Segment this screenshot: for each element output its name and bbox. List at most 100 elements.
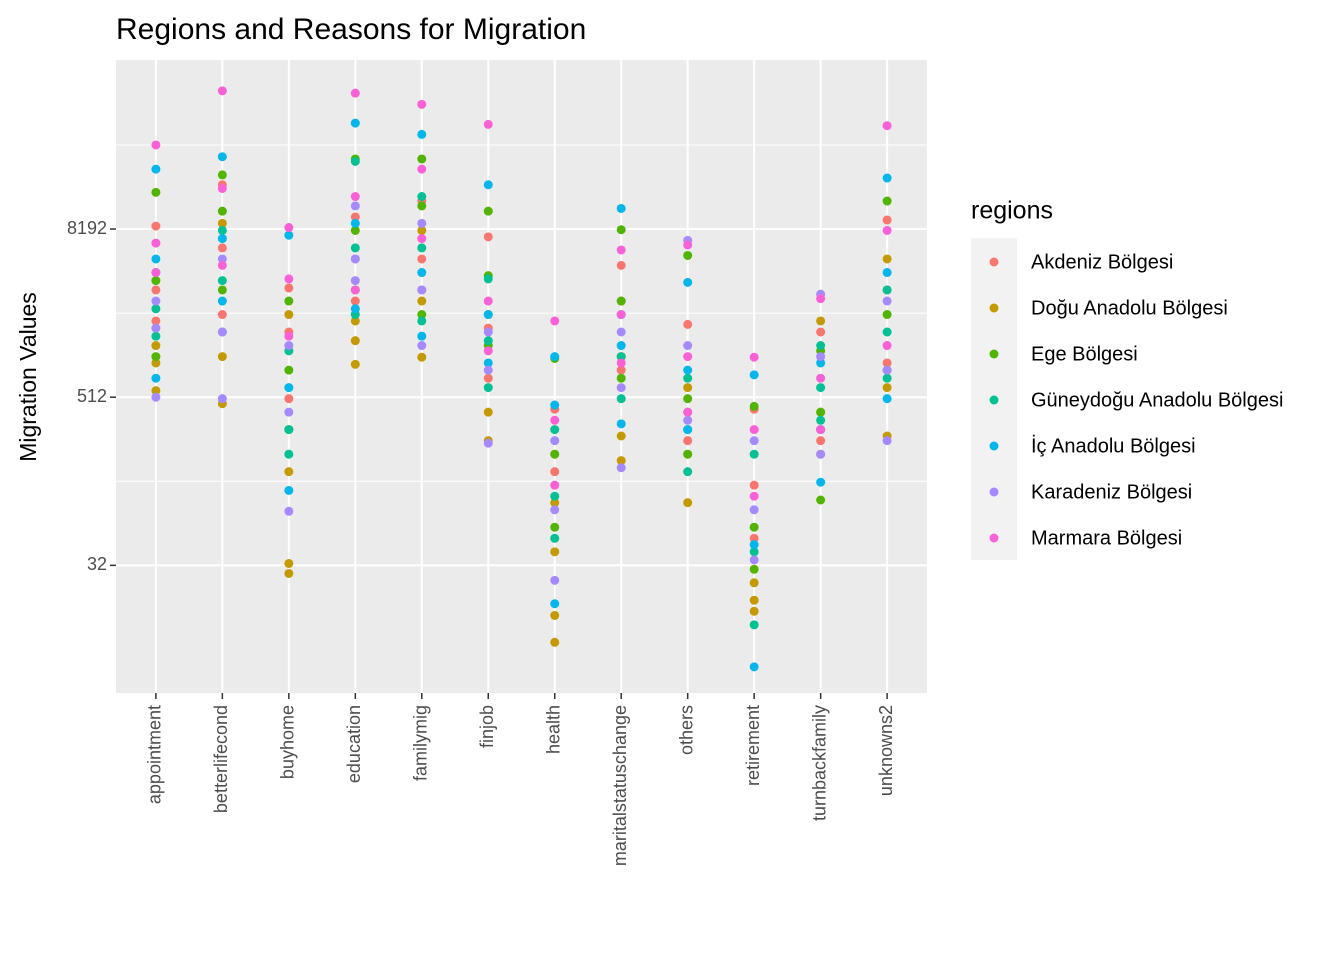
point: [350, 254, 360, 264]
point: [483, 310, 493, 320]
point: [217, 310, 227, 320]
point: [616, 383, 626, 393]
point: [683, 415, 693, 425]
point: [882, 373, 892, 383]
point: [749, 595, 759, 605]
point: [550, 575, 560, 585]
point: [550, 599, 560, 609]
point: [816, 341, 826, 351]
point: [882, 327, 892, 337]
point: [151, 238, 161, 248]
x-tick-label: appointment: [145, 705, 165, 804]
point: [483, 407, 493, 417]
point: [151, 358, 161, 368]
point: [816, 327, 826, 337]
point: [550, 522, 560, 532]
point: [284, 449, 294, 459]
point: [616, 456, 626, 466]
point: [217, 394, 227, 404]
point: [882, 225, 892, 235]
point: [749, 606, 759, 616]
point: [882, 436, 892, 446]
point: [749, 449, 759, 459]
point: [284, 485, 294, 495]
point: [483, 296, 493, 306]
point: [151, 164, 161, 174]
point: [284, 223, 294, 233]
point: [683, 277, 693, 287]
legend-label: Ege Bölgesi: [1031, 343, 1138, 365]
point: [217, 260, 227, 270]
point: [550, 498, 560, 508]
point: [350, 285, 360, 295]
point: [151, 373, 161, 383]
x-tick-label: betterlifecond: [211, 705, 231, 813]
x-tick-label: health: [543, 705, 563, 754]
point: [550, 505, 560, 515]
point: [284, 365, 294, 375]
point: [483, 383, 493, 393]
legend-label: Marmara Bölgesi: [1031, 527, 1182, 549]
point: [217, 352, 227, 362]
point: [350, 118, 360, 128]
point: [483, 358, 493, 368]
legend-key: [989, 349, 999, 359]
point: [284, 568, 294, 578]
point: [350, 218, 360, 228]
point: [284, 331, 294, 341]
point: [217, 243, 227, 253]
point: [616, 373, 626, 383]
point: [417, 99, 427, 109]
point: [151, 187, 161, 197]
point: [417, 331, 427, 341]
point: [350, 243, 360, 253]
point: [683, 383, 693, 393]
point: [151, 254, 161, 264]
point: [749, 547, 759, 557]
point: [616, 260, 626, 270]
point: [151, 392, 161, 402]
point: [483, 346, 493, 356]
point: [284, 506, 294, 516]
point: [350, 336, 360, 346]
x-tick-label: others: [676, 705, 696, 755]
point: [483, 373, 493, 383]
point: [217, 234, 227, 244]
point: [217, 86, 227, 96]
point: [550, 449, 560, 459]
point: [749, 620, 759, 630]
point: [417, 296, 427, 306]
point: [550, 480, 560, 490]
point: [616, 431, 626, 441]
point: [284, 310, 294, 320]
x-tick-label: finjob: [477, 705, 497, 748]
point: [816, 436, 826, 446]
point: [151, 323, 161, 333]
point: [151, 221, 161, 231]
point: [749, 370, 759, 380]
x-tick-label: turnbackfamily: [809, 705, 829, 821]
point: [217, 218, 227, 228]
point: [550, 533, 560, 543]
point: [483, 206, 493, 216]
point: [217, 296, 227, 306]
point: [550, 400, 560, 410]
point: [483, 327, 493, 337]
point: [882, 310, 892, 320]
legend-label: Akdeniz Bölgesi: [1031, 251, 1173, 273]
point: [882, 341, 892, 351]
point: [350, 304, 360, 314]
x-tick-label: education: [344, 705, 364, 783]
point: [683, 449, 693, 459]
point: [749, 425, 759, 435]
point: [616, 225, 626, 235]
point: [882, 394, 892, 404]
point: [616, 358, 626, 368]
point: [616, 365, 626, 375]
point: [882, 383, 892, 393]
point: [749, 533, 759, 543]
point: [350, 192, 360, 202]
point: [816, 425, 826, 435]
point: [816, 495, 826, 505]
point: [284, 230, 294, 240]
